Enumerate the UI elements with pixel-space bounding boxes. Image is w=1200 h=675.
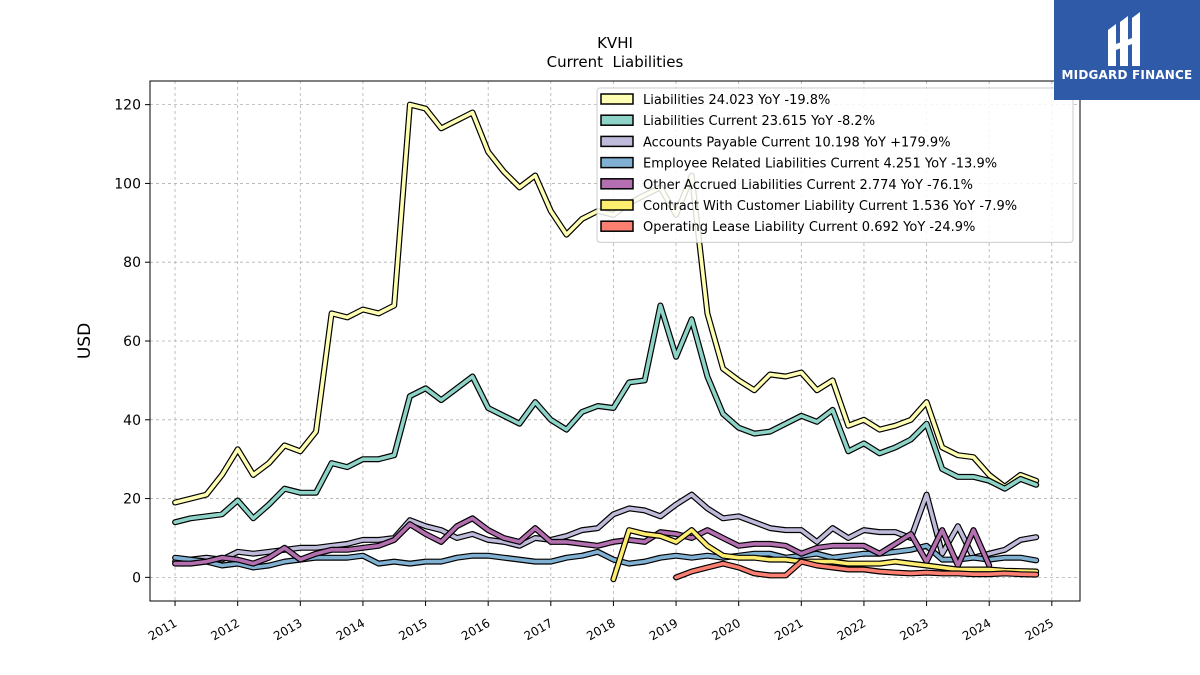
legend-swatch-0 bbox=[600, 93, 634, 105]
series-line-6 bbox=[674, 559, 1038, 580]
legend-swatch-4 bbox=[600, 178, 634, 190]
x-tick-label: 2021 bbox=[772, 616, 805, 643]
x-tick-label: 2016 bbox=[459, 616, 492, 643]
x-tick-label: 2014 bbox=[334, 616, 367, 643]
y-tick-label: 60 bbox=[123, 334, 141, 350]
series-line-3 bbox=[173, 544, 1038, 570]
chart-title: KVHI bbox=[597, 34, 633, 52]
legend-swatch-5 bbox=[600, 199, 634, 211]
x-tick-label: 2012 bbox=[209, 616, 242, 643]
plot-frame bbox=[149, 80, 1081, 602]
chart-subtitle: Current Liabilities bbox=[547, 53, 684, 71]
legend-box bbox=[596, 87, 1074, 243]
y-tick-label: 0 bbox=[132, 570, 141, 586]
legend-entry-6: Operating Lease Liability Current 0.692 … bbox=[643, 220, 975, 235]
legend-entry-3: Employee Related Liabilities Current 4.2… bbox=[643, 157, 997, 172]
brand-name: MIDGARD FINANCE bbox=[1061, 68, 1193, 82]
legend-swatch-2 bbox=[600, 135, 634, 148]
x-tick-label: 2013 bbox=[271, 616, 304, 643]
series-line-1 bbox=[173, 303, 1038, 524]
legend-entry-2: Accounts Payable Current 10.198 YoY +179… bbox=[643, 135, 951, 150]
legend-entry-5: Contract With Customer Liability Current… bbox=[643, 199, 1017, 214]
x-tick-label: 2017 bbox=[522, 616, 555, 643]
x-tick-label: 2023 bbox=[897, 616, 930, 643]
x-tick-label: 2020 bbox=[710, 616, 743, 643]
x-tick-label: 2025 bbox=[1023, 616, 1056, 643]
y-tick-label: 120 bbox=[114, 98, 141, 114]
series-line-2 bbox=[173, 492, 1038, 564]
legend-entry-1: Liabilities Current 23.615 YoY -8.2% bbox=[643, 114, 875, 129]
legend-swatch-6 bbox=[600, 220, 634, 232]
y-tick-label: 80 bbox=[123, 255, 141, 271]
legend-entry-0: Liabilities 24.023 YoY -19.8% bbox=[643, 93, 830, 108]
y-tick-label: 20 bbox=[123, 492, 141, 508]
x-tick-label: 2011 bbox=[146, 616, 179, 643]
x-tick-label: 2018 bbox=[584, 616, 617, 643]
series-line-outline-1 bbox=[172, 302, 1040, 526]
x-tick-label: 2022 bbox=[835, 616, 868, 643]
x-tick-label: 2024 bbox=[960, 616, 993, 643]
legend-swatch-3 bbox=[600, 156, 634, 169]
y-tick-label: 40 bbox=[123, 413, 141, 429]
y-tick-label: 100 bbox=[114, 176, 141, 192]
x-tick-label: 2019 bbox=[647, 616, 680, 643]
series-line-5 bbox=[611, 528, 1038, 582]
brand-logo: MIDGARD FINANCE bbox=[1054, 0, 1200, 100]
y-axis-label: USD bbox=[75, 323, 95, 359]
legend-swatch-1 bbox=[600, 114, 634, 126]
x-tick-label: 2015 bbox=[396, 616, 429, 643]
legend-entry-4: Other Accrued Liabilities Current 2.774 … bbox=[643, 178, 973, 193]
legend: Liabilities 24.023 YoY -19.8% Liabilities… bbox=[596, 87, 1074, 243]
series-line-4 bbox=[173, 516, 991, 568]
brand-mark-icon bbox=[1108, 12, 1140, 66]
